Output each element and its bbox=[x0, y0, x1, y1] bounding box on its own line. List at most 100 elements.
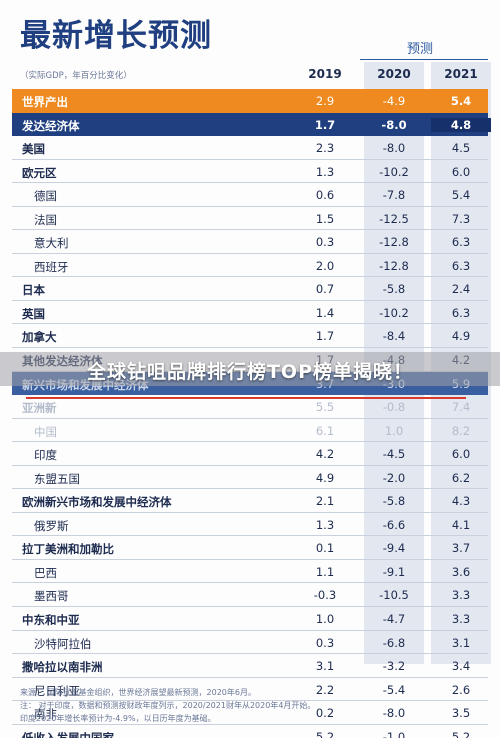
row-value-2019: 3.1 bbox=[315, 659, 335, 674]
row-label: 东盟五国 bbox=[34, 471, 80, 486]
row-label: 欧元区 bbox=[22, 165, 57, 180]
row-value-2019: 0.2 bbox=[315, 706, 335, 721]
table-row: 印度 4.2 -4.5 6.0 bbox=[12, 442, 488, 466]
row-value-2020: -12.8 bbox=[379, 235, 409, 250]
row-label: 美国 bbox=[22, 142, 45, 157]
row-value-2021: 4.3 bbox=[451, 494, 471, 509]
table-row: 南非 0.2 -8.0 3.5 bbox=[12, 701, 488, 725]
year-header-2020: 2020 bbox=[377, 67, 411, 81]
table-subtitle: （实际GDP，年百分比变化） bbox=[20, 71, 132, 81]
row-value-2020: -8.0 bbox=[382, 141, 406, 156]
row-label: 发达经济体 bbox=[22, 118, 80, 133]
row-value-2021: 6.3 bbox=[451, 235, 471, 250]
row-value-2021: 6.3 bbox=[451, 258, 471, 273]
row-value-2019: 1.7 bbox=[315, 329, 335, 344]
row-value-2020: -9.1 bbox=[382, 564, 406, 579]
row-value-2020: -10.2 bbox=[379, 164, 409, 179]
row-value-2021: 3.1 bbox=[451, 635, 471, 650]
table-row: 加拿大 1.7 -8.4 4.9 bbox=[12, 324, 488, 349]
row-label: 日本 bbox=[22, 283, 45, 298]
table-row: 亚洲新 5.5 -0.8 7.4 bbox=[12, 395, 488, 419]
source-notes: 来源： 国际货币基金组织，世界经济展望最新预测，2020年6月。 注： 对于印度… bbox=[20, 686, 315, 725]
row-value-2021: 5.4 bbox=[451, 188, 471, 203]
row-value-2021: 7.3 bbox=[451, 211, 471, 226]
row-value-2019: 2.3 bbox=[315, 141, 335, 156]
table-row: 撒哈拉以南非洲 3.1 -3.2 3.4 bbox=[12, 654, 488, 678]
row-value-2021: 5.2 bbox=[451, 729, 471, 738]
row-label: 德国 bbox=[34, 189, 57, 204]
source-note-line: 来源： 国际货币基金组织，世界经济展望最新预测，2020年6月。 bbox=[20, 688, 256, 697]
row-label: 英国 bbox=[22, 306, 45, 321]
row-value-2020: -1.0 bbox=[382, 729, 406, 738]
row-value-2020: -8.0 bbox=[381, 117, 407, 132]
year-header-2019: 2019 bbox=[308, 67, 342, 81]
growth-table: 世界产出 2.9 -4.9 5.4 发达经济体 1.7 -8.0 4.8 美国 2.3 -8.0 4.… bbox=[12, 89, 491, 738]
row-value-2020: -5.4 bbox=[382, 682, 406, 697]
row-value-2019: 5.5 bbox=[315, 400, 335, 415]
row-value-2020: 1.0 bbox=[384, 423, 404, 438]
row-value-2019: -0.3 bbox=[313, 588, 337, 603]
row-label: 西班牙 bbox=[34, 259, 69, 274]
row-value-2019: 1.3 bbox=[315, 164, 335, 179]
row-label: 亚洲新 bbox=[22, 401, 57, 416]
row-value-2021: 3.3 bbox=[451, 588, 471, 603]
row-label: 巴西 bbox=[34, 565, 57, 580]
row-label: 南非 bbox=[34, 707, 57, 722]
row-label: 拉丁美洲和加勒比 bbox=[22, 542, 114, 557]
row-value-2019: 2.0 bbox=[315, 258, 335, 273]
row-value-2021: 4.5 bbox=[451, 141, 471, 156]
row-label: 沙特阿拉伯 bbox=[34, 636, 92, 651]
row-value-2020: -9.4 bbox=[382, 541, 406, 556]
row-value-2019: 1.3 bbox=[315, 517, 335, 532]
row-value-2021: 3.3 bbox=[451, 612, 471, 627]
row-value-2021: 3.7 bbox=[451, 541, 471, 556]
overlay-banner bbox=[0, 352, 500, 386]
row-value-2020: -10.5 bbox=[379, 588, 409, 603]
year-header-2021: 2021 bbox=[444, 67, 478, 81]
row-value-2020: -6.6 bbox=[382, 517, 406, 532]
row-value-2019: 6.1 bbox=[315, 423, 335, 438]
row-value-2019: 0.6 bbox=[315, 188, 335, 203]
row-value-2020: -4.9 bbox=[382, 94, 406, 108]
row-value-2019: 0.3 bbox=[315, 635, 335, 650]
row-value-2019: 1.1 bbox=[315, 564, 335, 579]
row-label: 法国 bbox=[34, 212, 57, 227]
row-label: 意大利 bbox=[34, 236, 69, 251]
row-value-2019: 2.2 bbox=[315, 682, 335, 697]
row-value-2021: 6.0 bbox=[451, 164, 471, 179]
table-row: 美国 2.3 -8.0 4.5 bbox=[12, 136, 488, 160]
row-value-2020: -7.8 bbox=[382, 188, 406, 203]
table-row: 日本 0.7 -5.8 2.4 bbox=[12, 277, 488, 301]
row-value-2020: -5.8 bbox=[382, 494, 406, 509]
row-value-2020: -4.5 bbox=[382, 447, 406, 462]
forecast-divider bbox=[360, 59, 488, 60]
row-value-2020: -8.4 bbox=[382, 329, 406, 344]
table-row: 东盟五国 4.9 -2.0 6.2 bbox=[12, 466, 488, 490]
row-value-2021: 3.5 bbox=[451, 706, 471, 721]
row-value-2019: 4.2 bbox=[315, 447, 335, 462]
overlay-headline: 全球钻咀品牌排行榜TOP榜单揭晓！ bbox=[86, 361, 414, 383]
row-label: 中东和中亚 bbox=[22, 613, 80, 628]
row-value-2019: 1.7 bbox=[314, 117, 336, 132]
row-label: 撒哈拉以南非洲 bbox=[22, 660, 103, 675]
forecast-label: 预测 bbox=[406, 42, 433, 57]
row-value-2019: 1.4 bbox=[315, 305, 335, 320]
highlight-underline bbox=[26, 397, 466, 399]
row-value-2020: -0.8 bbox=[382, 400, 406, 415]
row-value-2019: 1.0 bbox=[315, 612, 335, 627]
table-row: 中国 6.1 1.0 8.2 bbox=[12, 419, 488, 443]
row-value-2019: 0.3 bbox=[315, 235, 335, 250]
row-label: 加拿大 bbox=[22, 330, 57, 345]
row-value-2021: 4.8 bbox=[431, 117, 491, 132]
row-label: 尼日利亚 bbox=[34, 683, 80, 698]
row-value-2019: 4.9 bbox=[315, 470, 335, 485]
row-value-2021: 3.4 bbox=[451, 659, 471, 674]
row-value-2019: 0.7 bbox=[315, 282, 335, 297]
row-value-2020: -3.2 bbox=[382, 659, 406, 674]
row-value-2021: 8.2 bbox=[451, 423, 471, 438]
table-row: 世界产出 2.9 -4.9 5.4 bbox=[12, 89, 488, 113]
table-row: 俄罗斯 1.3 -6.6 4.1 bbox=[12, 513, 488, 537]
table-row: 英国 1.4 -10.2 6.3 bbox=[12, 301, 488, 325]
table-row: 拉丁美洲和加勒比 0.1 -9.4 3.7 bbox=[12, 536, 488, 560]
